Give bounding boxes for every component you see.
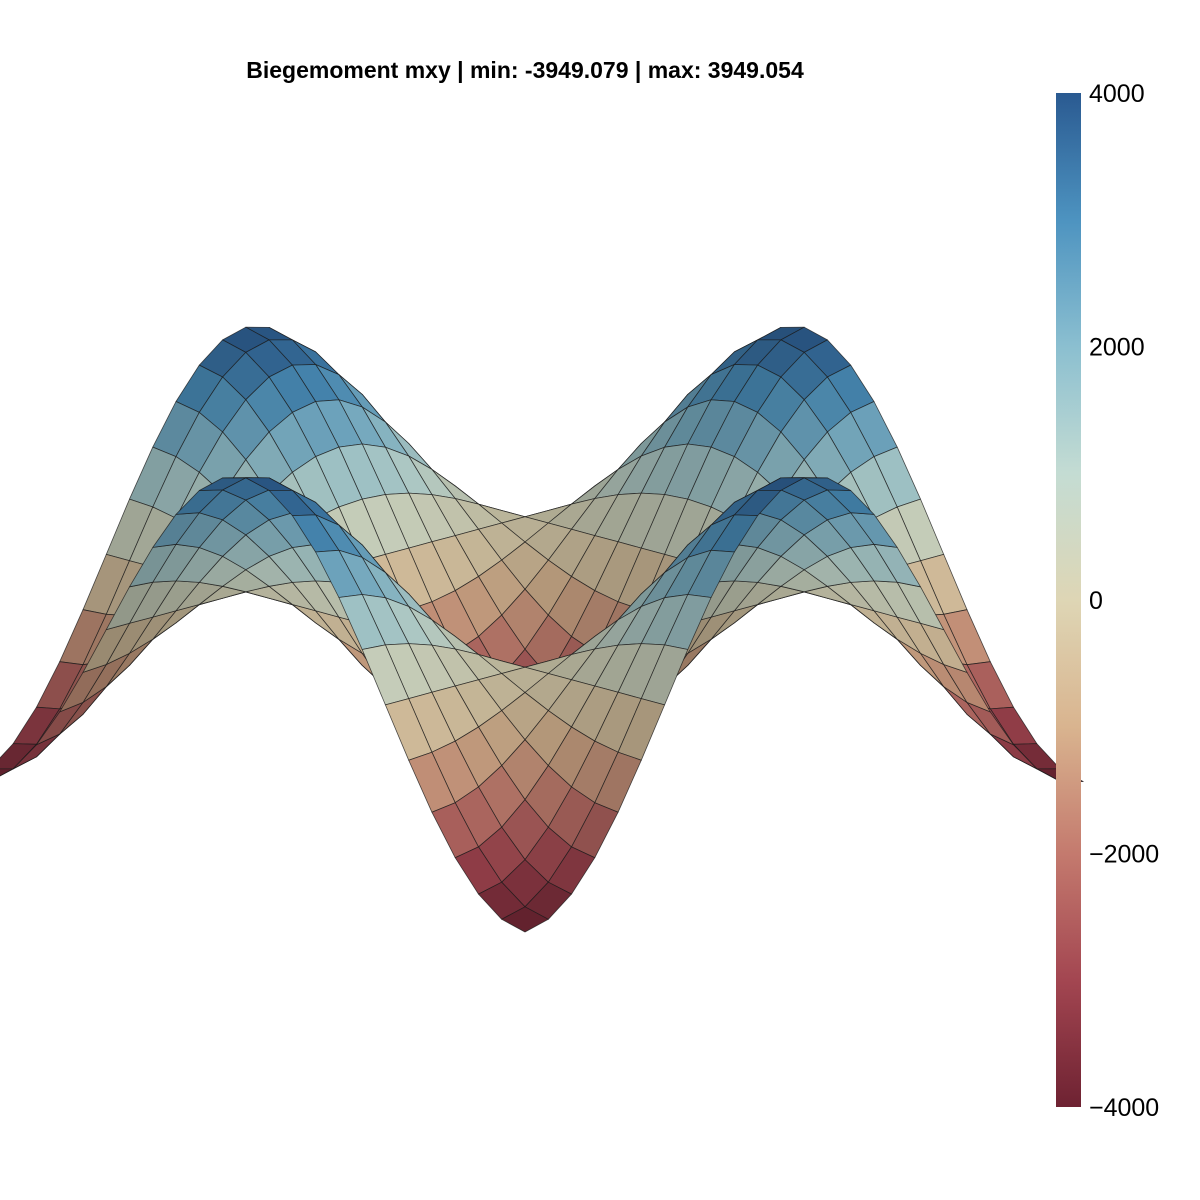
colorbar-tick-label: 2000 <box>1089 334 1145 362</box>
colorbar-tick-label: −4000 <box>1089 1094 1159 1122</box>
colorbar-tick-label: 4000 <box>1089 80 1145 108</box>
colorbar-ticks: 4000 2000 0 −2000 −4000 <box>1089 80 1159 1122</box>
colorbar-bar <box>1056 93 1081 1107</box>
surface-patch <box>501 906 549 933</box>
colorbar: 4000 2000 0 −2000 −4000 <box>1056 80 1159 1122</box>
chart-title: Biegemoment mxy | min: -3949.079 | max: … <box>246 57 804 83</box>
colorbar-tick-label: −2000 <box>1089 841 1159 869</box>
colorbar-tick-label: 0 <box>1089 587 1103 615</box>
surface-plot <box>0 326 1084 933</box>
